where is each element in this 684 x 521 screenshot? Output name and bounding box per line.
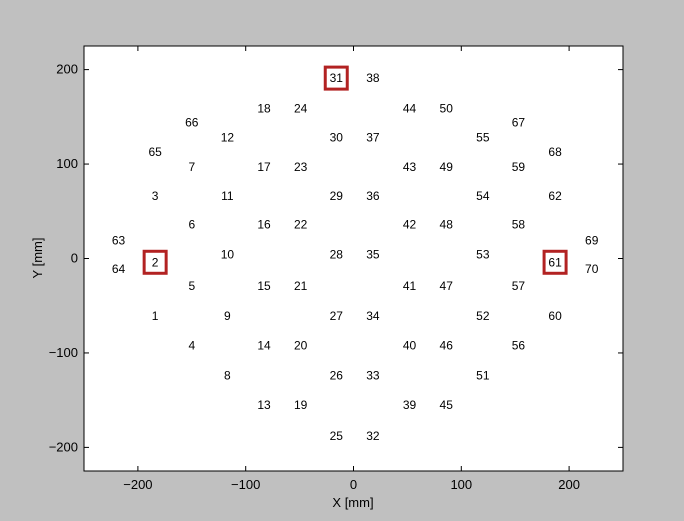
point-label: 18 [257,101,271,115]
point-label: 63 [112,234,126,248]
y-tick-label: 100 [56,156,78,171]
point-label: 30 [330,131,344,145]
point-label: 33 [366,369,380,383]
point-label: 70 [585,262,599,276]
point-label: 68 [548,145,562,159]
point-label: 54 [476,189,490,203]
point-label: 40 [403,338,417,352]
point-label: 44 [403,101,417,115]
point-label: 9 [224,309,231,323]
point-label: 47 [440,279,454,293]
point-label: 10 [221,248,235,262]
x-tick-label: 200 [558,477,580,492]
y-tick-label: −100 [49,345,78,360]
point-label: 69 [585,234,599,248]
point-label: 36 [366,189,380,203]
point-label: 57 [512,279,526,293]
point-label: 52 [476,309,490,323]
point-label: 25 [330,429,344,443]
point-label: 61 [548,255,562,269]
point-label: 64 [112,262,126,276]
point-label: 41 [403,279,417,293]
points-layer: 1234567891011121314151617181920212223242… [112,65,599,443]
point-label: 59 [512,160,526,174]
point-label: 14 [257,338,271,352]
plot-area [84,46,623,471]
x-tick-label: 0 [350,477,357,492]
point-label: 19 [294,398,308,412]
point-label: 4 [188,338,195,352]
point-label: 66 [185,116,199,130]
point-label: 26 [330,369,344,383]
point-label: 24 [294,101,308,115]
point-label: 48 [440,218,454,232]
point-label: 60 [548,309,562,323]
y-tick-label: −200 [49,439,78,454]
point-label: 13 [257,398,271,412]
point-label: 27 [330,309,344,323]
point-label: 5 [188,279,195,293]
point-label: 20 [294,338,308,352]
point-label: 6 [188,218,195,232]
y-tick-label: 200 [56,62,78,77]
point-label: 32 [366,429,380,443]
point-label: 43 [403,160,417,174]
point-label: 34 [366,309,380,323]
point-label: 67 [512,116,526,130]
point-label: 17 [257,160,271,174]
point-label: 55 [476,131,490,145]
point-label: 45 [440,398,454,412]
point-label: 7 [188,160,195,174]
point-label: 53 [476,248,490,262]
highlight-box [323,65,349,91]
x-tick-label: −200 [123,477,152,492]
point-label: 22 [294,218,308,232]
highlight-box [142,249,168,275]
point-label: 2 [152,255,159,269]
point-label: 11 [221,189,234,203]
highlight-box [542,249,568,275]
point-label: 38 [366,71,380,85]
point-label: 35 [366,248,380,262]
tick-layer: −200 −100 0 100 200 −200 −100 0 100 200 [49,46,623,492]
point-label: 3 [152,189,159,203]
point-label: 21 [294,279,308,293]
point-label: 62 [548,189,562,203]
x-tick-label: −100 [231,477,260,492]
x-tick-label: 100 [450,477,472,492]
y-axis-label: Y [mm] [30,238,45,279]
point-label: 29 [330,189,344,203]
point-label: 37 [366,131,380,145]
point-label: 39 [403,398,417,412]
x-axis-label: X [mm] [332,495,373,510]
point-label: 42 [403,218,417,232]
point-label: 50 [440,101,454,115]
point-label: 51 [476,369,490,383]
point-label: 12 [221,131,235,145]
point-label: 8 [224,369,231,383]
point-label: 49 [440,160,454,174]
point-label: 1 [152,309,159,323]
point-label: 46 [440,338,454,352]
point-label: 15 [257,279,271,293]
y-tick-label: 0 [71,251,78,266]
point-label: 28 [330,248,344,262]
point-label: 16 [257,218,271,232]
point-label: 31 [330,71,344,85]
point-label: 58 [512,218,526,232]
point-label: 23 [294,160,308,174]
point-label: 56 [512,338,526,352]
point-label: 65 [148,145,162,159]
plot-frame [83,45,624,472]
